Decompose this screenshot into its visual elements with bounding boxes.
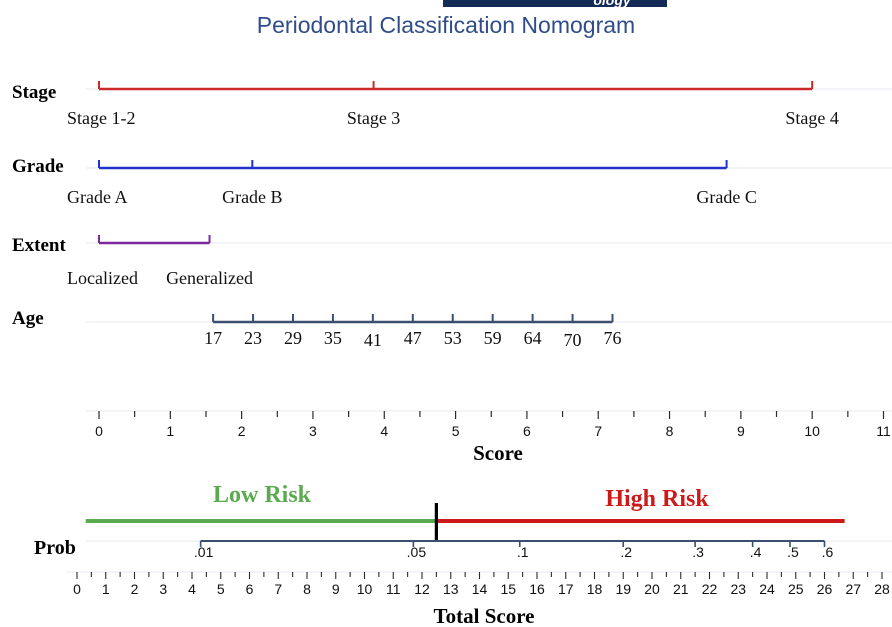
variable-name-extent: Extent (12, 235, 67, 256)
variable-name-grade: Grade (12, 156, 64, 177)
total-tick-label: 23 (730, 581, 746, 597)
header-banner (443, 0, 667, 7)
high-risk-label: High Risk (605, 486, 709, 512)
prob-tick-label: .05 (407, 544, 427, 560)
total-tick-label: 14 (472, 581, 488, 597)
score-tick-label: 11 (876, 423, 891, 439)
prob-tick-label: .4 (750, 544, 762, 560)
score-tick-label: 5 (452, 423, 460, 439)
score-tick-label: 0 (95, 423, 103, 439)
total-tick-label: 0 (73, 581, 81, 597)
variable-tick-label: 59 (484, 328, 502, 348)
total-tick-label: 10 (357, 581, 373, 597)
score-tick-label: 2 (238, 423, 246, 439)
variable-tick-label: 29 (284, 328, 302, 348)
score-axis: 0 1 2 3 4 5 6 7 8 9 10 11 Score (86, 410, 892, 465)
score-axis-title: Score (473, 441, 523, 465)
variable-tick-label: Grade B (222, 187, 282, 207)
prob-tick-label: .2 (620, 544, 632, 560)
total-tick-label: 16 (529, 581, 545, 597)
prob-tick-label: .6 (822, 544, 834, 560)
total-tick-label: 2 (131, 581, 139, 597)
total-tick-label: 11 (386, 581, 401, 597)
variable-tick-label: 35 (324, 328, 342, 348)
score-tick-label: 1 (166, 423, 174, 439)
total-tick-label: 6 (246, 581, 254, 597)
total-tick-label: 1 (102, 581, 110, 597)
total-tick-label: 5 (217, 581, 225, 597)
total-tick-label: 9 (332, 581, 340, 597)
variable-name-age: Age (12, 308, 44, 329)
total-tick-label: 24 (759, 581, 775, 597)
total-tick-label: 25 (788, 581, 804, 597)
total-score-axis: 0 1 2 3 4 5 6 7 8 9 10 11 12 13 14 15 16 17 18 19 20 21 22 23 24… (66, 571, 892, 627)
total-tick-label: 20 (644, 581, 660, 597)
variable-tick-label: 70 (564, 330, 582, 350)
total-tick-label: 13 (443, 581, 459, 597)
variable-tick-label: Stage 3 (347, 108, 401, 128)
variable-tick-label: Grade C (696, 187, 756, 207)
total-tick-label: 21 (673, 581, 689, 597)
prob-tick-label: .01 (194, 544, 214, 560)
score-tick-label: 7 (594, 423, 602, 439)
header-banner-text: ology (593, 0, 632, 8)
variable-tick-label: Stage 1-2 (67, 108, 135, 128)
variable-tick-label: 47 (404, 328, 422, 348)
variable-tick-label: Generalized (166, 268, 253, 288)
score-tick-label: 6 (523, 423, 531, 439)
total-tick-label: 28 (874, 581, 890, 597)
score-tick-label: 4 (380, 423, 388, 439)
total-tick-label: 18 (587, 581, 603, 597)
total-tick-label: 12 (414, 581, 430, 597)
total-tick-label: 26 (817, 581, 833, 597)
variable-tick-label: 23 (244, 328, 262, 348)
variable-tick-label: 17 (204, 328, 222, 348)
score-tick-label: 9 (737, 423, 745, 439)
total-tick-label: 4 (188, 581, 196, 597)
total-tick-label: 15 (500, 581, 516, 597)
low-risk-label: Low Risk (213, 482, 312, 508)
score-tick-label: 3 (309, 423, 317, 439)
prob-axis-title: Prob (34, 537, 76, 559)
probability-axis: Prob .01 .05 .1 .2 .3 .4 .5 .6 (34, 537, 892, 560)
variable-tick-label: Grade A (67, 187, 127, 207)
variable-tick-label: 64 (524, 328, 542, 348)
score-tick-label: 8 (666, 423, 674, 439)
total-tick-label: 3 (159, 581, 167, 597)
total-tick-label: 7 (274, 581, 282, 597)
prob-tick-label: .5 (787, 544, 799, 560)
variable-tick-label: 53 (444, 328, 462, 348)
total-tick-label: 22 (702, 581, 718, 597)
page-title: Periodontal Classification Nomogram (257, 12, 635, 38)
variable-tick-label: 41 (364, 330, 382, 350)
prob-tick-label: .1 (517, 544, 529, 560)
risk-bands: Low Risk High Risk (85, 482, 845, 540)
variable-tick-label: 76 (603, 328, 621, 348)
total-tick-label: 19 (615, 581, 631, 597)
total-tick-label: 8 (303, 581, 311, 597)
variable-tick-label: Localized (67, 268, 138, 288)
score-tick-label: 10 (804, 423, 820, 439)
total-tick-label: 27 (845, 581, 861, 597)
total-axis-title: Total Score (434, 604, 535, 627)
total-tick-label: 17 (558, 581, 574, 597)
variable-tick-label: Stage 4 (785, 108, 839, 128)
variable-name-stage: Stage (12, 82, 56, 103)
prob-tick-label: .3 (692, 544, 704, 560)
